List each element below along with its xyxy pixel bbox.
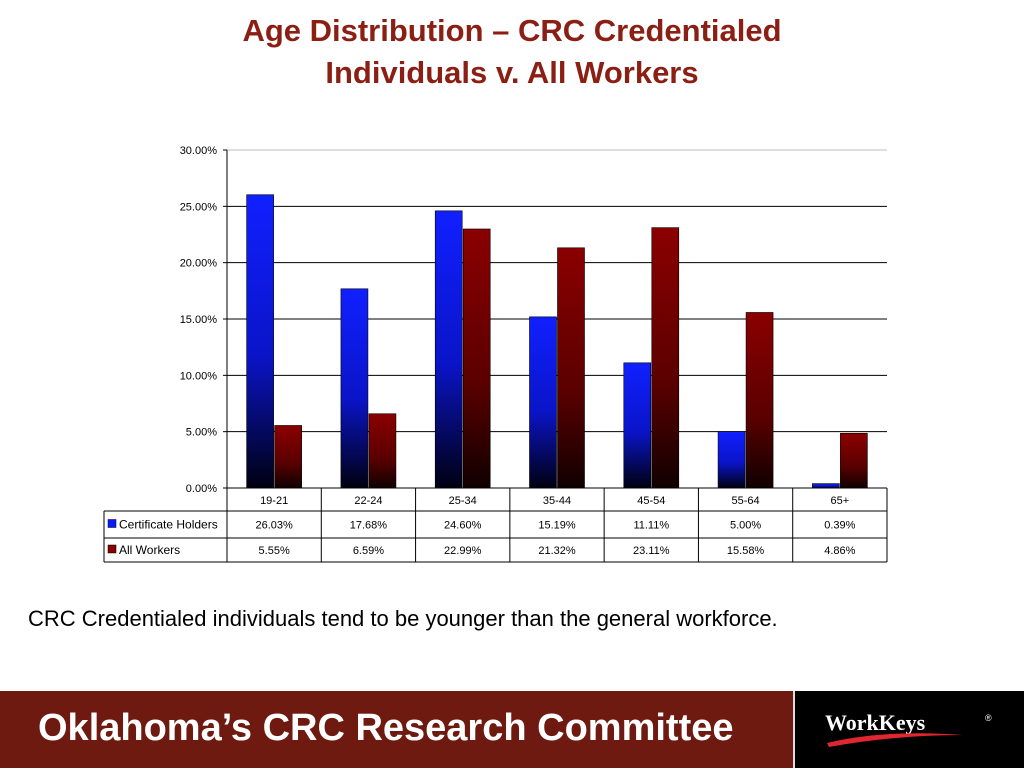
y-tick-label: 15.00%	[180, 314, 218, 326]
data-table-value: 22.99%	[444, 545, 482, 557]
bar	[246, 194, 274, 489]
workkeys-logo: WorkKeys ®	[793, 691, 1024, 768]
data-table-value: 6.59%	[353, 545, 384, 557]
bar	[557, 247, 585, 489]
bar	[840, 432, 868, 489]
bar	[812, 483, 840, 489]
bar	[340, 288, 369, 489]
data-table-value: 5.00%	[730, 520, 761, 532]
bar	[274, 425, 302, 489]
data-table-value: 26.03%	[255, 520, 293, 532]
slide-title: Age Distribution – CRC Credentialed Indi…	[0, 10, 1024, 94]
legend-label: All Workers	[119, 543, 180, 557]
x-category-label: 35-44	[543, 495, 571, 507]
legend-swatch	[107, 519, 117, 528]
title-line-1: Age Distribution – CRC Credentialed	[242, 13, 782, 48]
logo-swoosh	[827, 733, 963, 747]
title-line-2: Individuals v. All Workers	[325, 55, 699, 90]
data-table-value: 15.19%	[538, 520, 576, 532]
legend-label: Certificate Holders	[119, 518, 218, 532]
bar	[529, 316, 557, 489]
logo-wordmark: WorkKeys	[825, 710, 926, 735]
x-category-label: 22-24	[354, 495, 382, 507]
data-table-value: 0.39%	[824, 520, 855, 532]
bar	[745, 312, 774, 489]
logo-registered-mark: ®	[985, 713, 992, 723]
bar-chart: 0.00% 5.00% 10.00% 15.00% 20.00% 25.00% 30.00%…	[103, 145, 888, 563]
data-table-value: 15.58%	[727, 545, 765, 557]
data-table-value: 23.11%	[633, 545, 670, 557]
slide-caption: CRC Credentialed individuals tend to be …	[28, 606, 778, 631]
y-tick-label: 20.00%	[180, 258, 218, 270]
bar	[623, 362, 652, 489]
data-table-value: 24.60%	[444, 520, 482, 532]
workkeys-logo-graphic: WorkKeys ®	[825, 710, 992, 747]
footer-bar: Oklahoma’s CRC Research Committee WorkKe…	[0, 691, 1024, 768]
data-table-value: 4.86%	[824, 545, 855, 557]
bar	[651, 227, 680, 489]
data-table-value: 5.55%	[259, 545, 290, 557]
x-category-label: 25-34	[449, 495, 477, 507]
y-tick-label: 0.00%	[186, 483, 217, 495]
bar	[434, 210, 463, 489]
bar	[462, 228, 491, 489]
legend-swatch	[107, 544, 117, 554]
y-tick-label: 30.00%	[180, 145, 218, 157]
data-table-value: 17.68%	[350, 520, 388, 532]
y-tick-label: 25.00%	[180, 201, 218, 213]
data-table-value: 21.32%	[538, 545, 576, 557]
x-category-label: 55-64	[732, 495, 760, 507]
bar	[368, 413, 397, 489]
bar	[717, 431, 746, 489]
x-category-label: 45-54	[637, 495, 665, 507]
x-category-label: 65+	[831, 495, 850, 507]
y-tick-label: 10.00%	[180, 370, 218, 382]
y-tick-label: 5.00%	[186, 427, 217, 439]
x-category-label: 19-21	[260, 495, 288, 507]
footer-title: Oklahoma’s CRC Research Committee	[38, 707, 734, 749]
data-table-value: 11.11%	[633, 520, 669, 532]
